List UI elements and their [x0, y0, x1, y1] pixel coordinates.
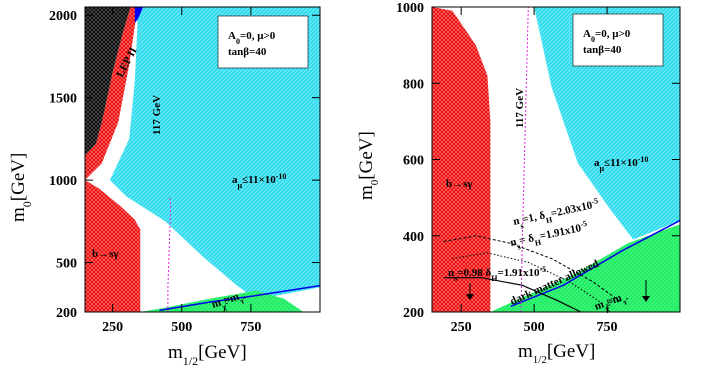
annotation-117gev-left: 117 GeV — [151, 95, 163, 135]
annotation-117gev-right: 117 GeV — [514, 88, 526, 128]
x-tick-label: 750 — [240, 320, 261, 335]
curve-ns1 — [443, 235, 622, 303]
region-bsg-red — [85, 180, 141, 312]
legend-box-right — [572, 13, 664, 67]
y-tick-label: 1500 — [49, 92, 77, 107]
x-tick-label: 250 — [451, 320, 472, 335]
x-tick-label: 250 — [102, 320, 123, 335]
curve-ns098 — [443, 277, 582, 312]
legend-left: A0=0, μ>0 tanβ=40 — [217, 15, 309, 69]
frame-left — [84, 6, 321, 313]
x-tick-label: 500 — [171, 320, 192, 335]
blue-boundary-line-right — [510, 219, 680, 307]
legend-line2-left: tanβ=40 — [228, 46, 267, 58]
y-tick-label: 600 — [403, 154, 424, 169]
arrowhead-coann-right — [642, 296, 650, 302]
legend-line1-left: A0=0, μ>0 — [228, 30, 276, 46]
y-tick-label: 2000 — [49, 9, 77, 24]
annotation-amu-right: aμ≤11×10-10 — [594, 155, 648, 173]
y-tick-label: 200 — [403, 306, 424, 321]
annotation-amu-left: aμ≤11×10-10 — [232, 172, 286, 190]
y-tick-label: 1000 — [396, 1, 424, 16]
plot-area-right — [432, 7, 680, 312]
curve-ns-mid — [452, 252, 605, 305]
region-green-chargino-right — [490, 224, 680, 312]
x-tick-label: 750 — [597, 320, 618, 335]
legend-line1-right: A0=0, μ>0 — [583, 28, 631, 44]
y-tick-label: 800 — [403, 77, 424, 92]
region-stau-black — [85, 7, 131, 156]
legend-right: A0=0, μ>0 tanβ=40 — [572, 13, 664, 67]
x-tick-label: 500 — [524, 320, 545, 335]
higgs-117-line — [167, 196, 172, 312]
ticks-left: 250 500 750 200 500 1000 1500 2000 — [49, 7, 320, 335]
annotation-coann-left: mχ̃≈mτ̃ — [210, 289, 248, 314]
legend-box-left — [217, 15, 309, 69]
xlabel-left: m1/2[GeV] — [168, 342, 247, 368]
y-tick-label: 500 — [56, 257, 77, 272]
annotation-bsg-left: b→sγ — [92, 248, 119, 260]
panel-right: 250 500 750 200 400 600 800 1000 A0=0, μ>0 tanβ… — [356, 1, 681, 366]
annotation-ns098: ns=0.98 δH=1.91x10-5 — [448, 265, 546, 283]
y-tick-label: 200 — [56, 306, 77, 321]
region-stau-red — [85, 7, 138, 181]
annotation-coann-right: mχ̃≈mτ̃ — [593, 290, 631, 316]
panel-left: 250 500 750 200 500 1000 1500 2000 A0=0, μ>0 ta… — [8, 6, 321, 368]
blue-boundary-line — [159, 284, 320, 312]
annotation-bsg-right: b→sγ — [446, 178, 473, 190]
xlabel-right: m1/2[GeV] — [518, 341, 595, 366]
ylabel-right: m0[GeV] — [356, 131, 381, 200]
higgs-117-line-right — [520, 7, 529, 312]
region-amu-cyan — [109, 7, 320, 300]
y-tick-label: 1000 — [49, 174, 77, 189]
ticks-right: 250 500 750 200 400 600 800 1000 — [396, 1, 680, 335]
legend-line2-right: tanβ=40 — [583, 44, 622, 56]
plot-area-left — [85, 7, 320, 312]
ylabel-left: m0[GeV] — [8, 153, 34, 222]
y-tick-label: 400 — [403, 230, 424, 245]
blue-top-region — [134, 7, 144, 24]
arrowhead-ns098 — [466, 294, 474, 300]
